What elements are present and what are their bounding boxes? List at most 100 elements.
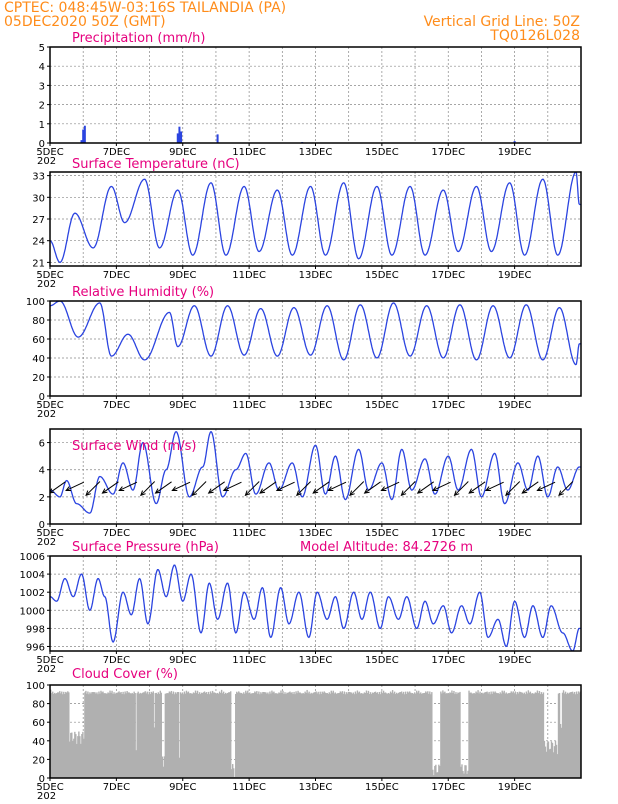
cloud-bar xyxy=(364,692,367,778)
cloud-bar xyxy=(444,691,446,778)
cloud-bar xyxy=(91,692,93,778)
cloud-bar xyxy=(182,694,185,778)
cloud-bar xyxy=(215,693,218,778)
x-tick-label: 5DEC xyxy=(36,655,63,666)
cloud-bar xyxy=(161,756,164,778)
cloud-bar xyxy=(163,756,166,778)
cloud-bar xyxy=(451,690,453,778)
cloud-bar xyxy=(279,693,281,778)
cloud-bar xyxy=(474,693,476,778)
cloud-bar xyxy=(566,692,569,778)
cloud-bar xyxy=(492,691,494,778)
cloud-bar xyxy=(446,693,448,778)
cloud-bar xyxy=(372,692,375,778)
cloud-bar xyxy=(420,692,422,778)
cloud-bar xyxy=(185,690,188,778)
cloud-bar xyxy=(445,693,447,778)
x-tick-label: 19DEC xyxy=(498,782,532,793)
cloud-bar xyxy=(173,694,176,778)
cloud-bar xyxy=(478,693,480,778)
cloud-bar xyxy=(527,690,530,778)
x-year-label: 202 xyxy=(37,409,56,420)
cloud-bar xyxy=(520,692,523,778)
wind-arrow-head xyxy=(259,488,266,494)
cloud-bar xyxy=(388,693,391,778)
cloud-bar xyxy=(277,693,279,778)
x-tick-label: 15DEC xyxy=(365,782,399,793)
cloud-bar xyxy=(479,691,481,778)
cloud-bar xyxy=(243,692,245,778)
wind-arrow xyxy=(364,481,381,494)
wind-arrow-head xyxy=(191,490,198,497)
y-tick-label: 0 xyxy=(39,520,45,531)
cloud-bar xyxy=(283,693,285,778)
cloud-bar xyxy=(552,752,555,778)
cloud-bar xyxy=(550,741,553,778)
header-grid-note: Vertical Grid Line: 50Z xyxy=(424,14,580,30)
x-tick-label: 13DEC xyxy=(299,147,333,158)
precip-title: Precipitation (mm/h) xyxy=(72,31,205,46)
wind-arrow-head xyxy=(140,490,146,497)
y-tick-label: 3 xyxy=(39,81,45,92)
cloud-bar xyxy=(217,693,220,778)
cloud-bar xyxy=(229,691,232,778)
cloud-bar xyxy=(523,692,526,778)
cloud-bar xyxy=(544,746,547,778)
cloud-bar xyxy=(354,691,357,778)
x-tick-label: 5DEC xyxy=(36,147,63,158)
cloud-bar xyxy=(537,693,540,778)
cloud-bar xyxy=(481,692,483,778)
cloud-bar xyxy=(204,692,207,778)
cloud-bar xyxy=(533,693,536,778)
cloud-bar xyxy=(82,731,84,778)
cloud-bar xyxy=(286,692,288,778)
cloud-bar xyxy=(112,693,114,778)
wind-title: Surface Wind (m/s) xyxy=(72,439,196,454)
cloud-bar xyxy=(165,693,168,778)
cloud-bar xyxy=(188,693,191,778)
precip-bar xyxy=(178,126,181,143)
cloud-bar xyxy=(68,692,70,778)
wind-panel: 0 2 4 6 5DEC 7DEC 9DEC 11DEC 13DEC 15DEC 17DEC 19DE… xyxy=(36,428,582,548)
x-tick-label: 17DEC xyxy=(431,528,465,539)
cloud-bar xyxy=(253,693,255,778)
cloud-bar xyxy=(52,691,54,778)
cloud-bar xyxy=(92,692,94,778)
cloud-bar xyxy=(236,691,238,778)
cloud-bar xyxy=(131,692,133,778)
cloud-bar xyxy=(318,694,320,778)
cloud-bar xyxy=(459,691,461,778)
x-tick-label: 7DEC xyxy=(103,528,130,539)
cloud-bar xyxy=(143,692,145,778)
cloud-bar xyxy=(455,692,457,778)
wind-arrow xyxy=(296,481,312,496)
cloud-bar xyxy=(111,690,113,778)
cloud-bar xyxy=(285,694,287,778)
cloud-bar xyxy=(224,692,227,778)
cloud-bar xyxy=(485,691,487,778)
cloud-bar xyxy=(235,693,237,778)
cloud-bar xyxy=(337,693,340,778)
y-tick-label: 100 xyxy=(26,297,45,308)
cloud-bar xyxy=(361,693,364,778)
cloud-bar xyxy=(473,692,475,778)
cloud-bar xyxy=(167,693,170,778)
x-tick-label: 13DEC xyxy=(299,270,333,281)
cloud-bar xyxy=(322,692,324,778)
cloud-bar xyxy=(391,690,394,778)
cloud-bar xyxy=(250,693,252,778)
cloud-panel: 0 20 40 60 80 100 5DEC 7DEC 9DEC 11DEC 13DEC 15DEC 1… xyxy=(26,667,582,802)
cloud-bar xyxy=(464,765,466,778)
cloud-bar xyxy=(397,692,400,778)
cloud-bar xyxy=(278,692,280,778)
cloud-bar xyxy=(436,772,438,778)
rh-series xyxy=(50,301,581,366)
x-tick-label: 11DEC xyxy=(232,528,266,539)
cloud-bar xyxy=(338,693,341,778)
cloud-bar xyxy=(399,692,402,778)
wind-arrow-head xyxy=(416,488,423,494)
cloud-bar xyxy=(130,693,132,778)
wind-arrow-head xyxy=(558,490,564,497)
wind-arrow xyxy=(454,481,469,496)
cloud-bar xyxy=(547,741,550,778)
